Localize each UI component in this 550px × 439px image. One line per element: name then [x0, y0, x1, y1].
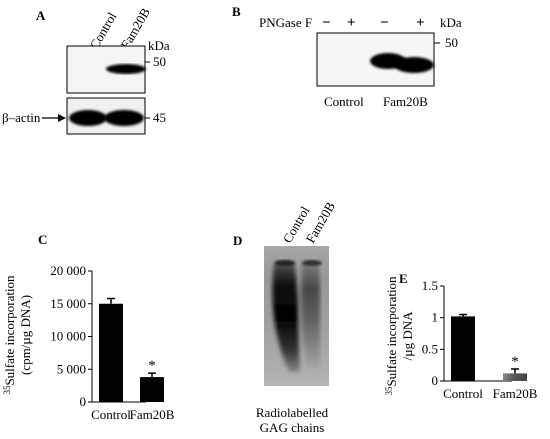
beta-actin-label: β–actin [2, 110, 41, 125]
beta-actin-arrow-icon [58, 114, 66, 122]
pngase-sign-1: − [322, 15, 331, 31]
svg-text:35Sulfate incorporation: 35Sulfate incorporation [2, 275, 17, 395]
panel-e-bar-fam20b [503, 373, 527, 381]
panel-c-bar-control [99, 303, 123, 402]
pngase-sign-3: − [380, 15, 389, 31]
panel-a-lane-control: Control [87, 9, 120, 51]
panel-c-xtick-label: Fam20B [130, 407, 175, 422]
panel-d-lane-fam20b: Fam20B [303, 199, 339, 246]
panel-b-group-control: Control [324, 94, 364, 109]
panel-c-chart: C 35Sulfate incorporation (cpm/µg DNA) 0… [2, 232, 175, 422]
panel-e-significance-star: * [511, 354, 519, 370]
panel-e-letter: E [399, 271, 408, 286]
panel-e-ytick-label: 1 [432, 310, 439, 325]
panel-e-xtick-label: Control [443, 386, 483, 401]
gel-d-fam20b-smear [301, 262, 320, 370]
blot-a-actin-band-control [69, 110, 107, 126]
panel-e-ylabel: 35Sulfate incorporation /µg DNA [384, 276, 415, 396]
panel-a-kda-label: kDa [148, 38, 170, 53]
panel-c-xtick-label: Control [91, 407, 131, 422]
panel-e-ytick-label: 0.5 [422, 341, 438, 356]
panel-c-ytick-label: 0 [80, 394, 87, 409]
panel-b-kda-label: kDa [440, 15, 462, 30]
panel-c-ytick-label: 15 000 [50, 296, 86, 311]
panel-e-bar-control [451, 316, 475, 381]
panel-b-letter: B [232, 4, 241, 19]
pngase-sign-2: + [347, 15, 356, 31]
panel-d-caption-1: Radiolabelled [256, 405, 329, 420]
panel-a-letter: A [36, 8, 46, 23]
gel-d-control-smear [272, 262, 300, 372]
pngase-sign-4: + [416, 15, 425, 31]
panel-a: A Control Fam20B kDa 50 45 β–actin [2, 5, 170, 135]
marker-a-bottom: 45 [153, 110, 166, 125]
panel-c-ytick-label: 10 000 [50, 329, 86, 344]
panel-b: B PNGase F − + − + kDa 50 Control Fam20B [232, 4, 462, 109]
panel-e-ytick-label: 0 [432, 373, 439, 388]
panel-d-caption-2: GAG chains [260, 420, 325, 435]
blot-a-fam20b-band [106, 64, 146, 74]
panel-e-ytick-label: 1.5 [422, 278, 438, 293]
panel-b-group-fam20b: Fam20B [383, 94, 428, 109]
gel-d-well-control [275, 260, 295, 266]
blot-b-band-fam20b-pngase [394, 57, 434, 73]
panel-c-letter: C [38, 232, 47, 247]
panel-c-bar-fam20b [140, 377, 164, 402]
panel-e-chart: E 35Sulfate incorporation /µg DNA 0 0.5 1 1… [384, 271, 538, 401]
panel-e-xtick-label: Fam20B [493, 386, 538, 401]
gel-d-well-fam20b [302, 260, 322, 266]
panel-c-ylabel: 35Sulfate incorporation (cpm/µg DNA) [2, 275, 33, 395]
panel-c-significance-star: * [148, 358, 156, 374]
panel-c-ytick-label: 20 000 [50, 263, 86, 278]
marker-a-top: 50 [153, 54, 166, 69]
panel-d: D Control Fam20B Radiolabelled GAG chain… [233, 199, 338, 435]
svg-text:35Sulfate incorporation: 35Sulfate incorporation [384, 276, 399, 396]
panel-e-ylabel-units: /µg DNA [400, 311, 415, 361]
marker-b: 50 [445, 35, 458, 50]
panel-c-ytick-label: 5 000 [57, 361, 86, 376]
blot-a-actin-band-fam20b [104, 110, 144, 126]
pngase-label: PNGase F [259, 15, 312, 30]
panel-c-ylabel-units: (cpm/µg DNA) [18, 295, 33, 375]
panel-d-letter: D [233, 233, 242, 248]
